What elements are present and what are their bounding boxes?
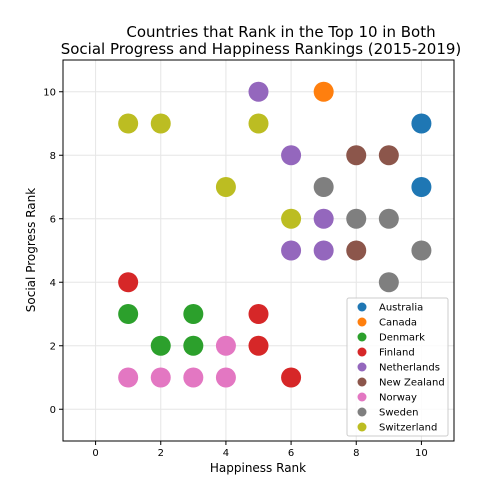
legend-label-australia: Australia xyxy=(379,303,423,314)
legend-label-sweden: Sweden xyxy=(379,408,419,419)
point-finland xyxy=(248,304,269,324)
legend-label-denmark: Denmark xyxy=(379,333,425,344)
point-switzerland xyxy=(150,113,171,134)
legend-label-switzerland: Switzerland xyxy=(379,423,437,434)
y-tick-label: 4 xyxy=(50,278,56,289)
axis-ticks: 0 2 4 6 8 10 0 2 4 6 8 10 xyxy=(43,87,428,459)
point-netherlands xyxy=(313,240,334,261)
point-norway xyxy=(215,335,236,356)
y-tick-label: 10 xyxy=(43,87,56,98)
legend-label-netherlands: Netherlands xyxy=(379,363,440,374)
point-netherlands xyxy=(281,145,302,166)
point-sweden xyxy=(346,208,367,229)
point-sweden xyxy=(378,272,399,293)
data-points xyxy=(118,81,432,388)
point-finland xyxy=(248,335,269,356)
point-netherlands xyxy=(248,81,269,102)
legend-box xyxy=(346,297,449,437)
legend-marker-norway xyxy=(357,392,367,402)
point-australia xyxy=(411,177,432,197)
legend-label-finland: Finland xyxy=(379,348,415,359)
point-denmark xyxy=(150,335,171,356)
legend-marker-sweden xyxy=(357,407,367,417)
x-axis-label: Happiness Rank xyxy=(210,461,306,475)
point-norway xyxy=(183,367,204,388)
x-tick-label: 0 xyxy=(92,448,98,459)
chart-title-line-1: Countries that Rank in the Top 10 in Bot… xyxy=(126,23,435,41)
x-tick-label: 2 xyxy=(158,448,164,459)
x-tick-label: 6 xyxy=(288,448,294,459)
legend-label-norway: Norway xyxy=(379,393,417,404)
point-canada xyxy=(313,81,334,102)
point-sweden xyxy=(411,240,432,261)
point-finland xyxy=(281,367,302,388)
point-norway xyxy=(118,367,139,388)
legend-marker-australia xyxy=(357,302,367,312)
legend-marker-denmark xyxy=(357,332,367,342)
plot-area-frame xyxy=(62,59,455,442)
point-switzerland xyxy=(281,208,302,229)
y-tick-label: 0 xyxy=(50,405,56,416)
point-new-zealand xyxy=(378,145,399,166)
y-axis-label: Social Progress Rank xyxy=(24,188,38,312)
point-new-zealand xyxy=(346,145,367,166)
point-new-zealand xyxy=(346,240,367,261)
chart-title-line-2: Social Progress and Happiness Rankings (… xyxy=(61,40,462,58)
legend-marker-new-zealand xyxy=(357,377,367,387)
point-denmark xyxy=(183,335,204,356)
point-finland xyxy=(118,272,139,293)
x-tick-label: 4 xyxy=(223,448,229,459)
y-tick-label: 2 xyxy=(50,341,56,352)
legend-marker-canada xyxy=(357,317,367,327)
legend-label-canada: Canada xyxy=(379,318,417,329)
point-netherlands xyxy=(313,208,334,229)
legend: Australia Canada Denmark Finland Netherlands… xyxy=(346,297,449,437)
point-switzerland xyxy=(248,113,269,134)
point-switzerland xyxy=(215,177,236,197)
x-tick-label: 8 xyxy=(353,448,359,459)
legend-marker-netherlands xyxy=(357,362,367,372)
point-norway xyxy=(215,367,236,388)
point-australia xyxy=(411,113,432,134)
point-denmark xyxy=(183,304,204,324)
legend-marker-finland xyxy=(357,347,367,357)
point-denmark xyxy=(118,304,139,324)
y-tick-label: 6 xyxy=(50,214,56,225)
legend-marker-switzerland xyxy=(357,422,367,432)
point-netherlands xyxy=(281,240,302,261)
legend-label-new-zealand: New Zealand xyxy=(379,378,445,389)
point-norway xyxy=(150,367,171,388)
point-sweden xyxy=(378,208,399,229)
y-tick-label: 8 xyxy=(50,151,56,162)
x-tick-label: 10 xyxy=(415,448,428,459)
point-sweden xyxy=(313,177,334,197)
point-switzerland xyxy=(118,113,139,134)
